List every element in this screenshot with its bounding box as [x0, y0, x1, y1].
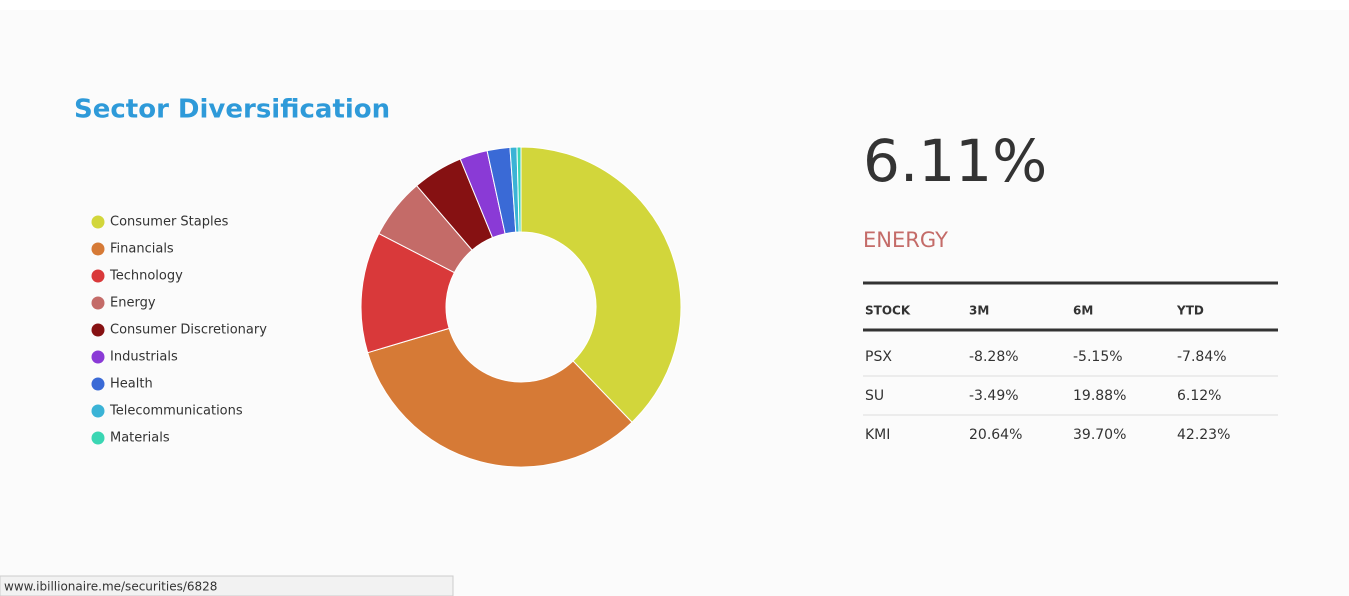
table-header: STOCK: [865, 304, 911, 318]
table-cell: -8.28%: [969, 349, 1019, 365]
legend-label: Energy: [110, 296, 156, 311]
legend-marker: [91, 377, 105, 391]
table-cell: 42.23%: [1177, 427, 1230, 443]
legend-marker: [91, 404, 105, 418]
legend-label: Technology: [109, 269, 183, 284]
table-cell: -5.15%: [1073, 349, 1123, 365]
detail-sector: ENERGY: [863, 228, 948, 252]
table-cell: 6.12%: [1177, 388, 1221, 404]
table-header: YTD: [1176, 304, 1204, 318]
slice: [516, 146, 522, 233]
legend-label: Telecommunications: [109, 404, 243, 419]
legend-label: Financials: [110, 242, 174, 257]
legend-marker: [91, 431, 105, 445]
slice: [520, 146, 682, 423]
legend-marker: [91, 215, 105, 229]
status-url: www.ibillionaire.me/securities/6828: [4, 580, 217, 594]
legend-label: Consumer Discretionary: [110, 323, 267, 338]
table-cell: 39.70%: [1073, 427, 1126, 443]
table-cell: 19.88%: [1073, 388, 1126, 404]
detail-value: 6.11%: [863, 127, 1047, 195]
status-bar: [0, 575, 454, 596]
slice: [367, 327, 633, 468]
table-cell: PSX: [865, 349, 892, 365]
legend-marker: [91, 323, 105, 337]
table-cell: -3.49%: [969, 388, 1019, 404]
table-header: 6M: [1073, 304, 1093, 318]
chart-title: Sector Diversification: [74, 95, 390, 125]
legend-label: Consumer Staples: [110, 215, 229, 230]
legend-marker: [91, 350, 105, 364]
table-cell: SU: [865, 388, 884, 404]
legend-marker: [91, 269, 105, 283]
legend-label: Health: [110, 377, 153, 392]
table-header: 3M: [969, 304, 989, 318]
legend-label: Materials: [110, 431, 170, 446]
table-cell: -7.84%: [1177, 349, 1227, 365]
table-cell: KMI: [865, 427, 890, 443]
legend-marker: [91, 296, 105, 310]
legend-marker: [91, 242, 105, 256]
legend-label: Industrials: [110, 350, 178, 365]
table-cell: 20.64%: [969, 427, 1022, 443]
